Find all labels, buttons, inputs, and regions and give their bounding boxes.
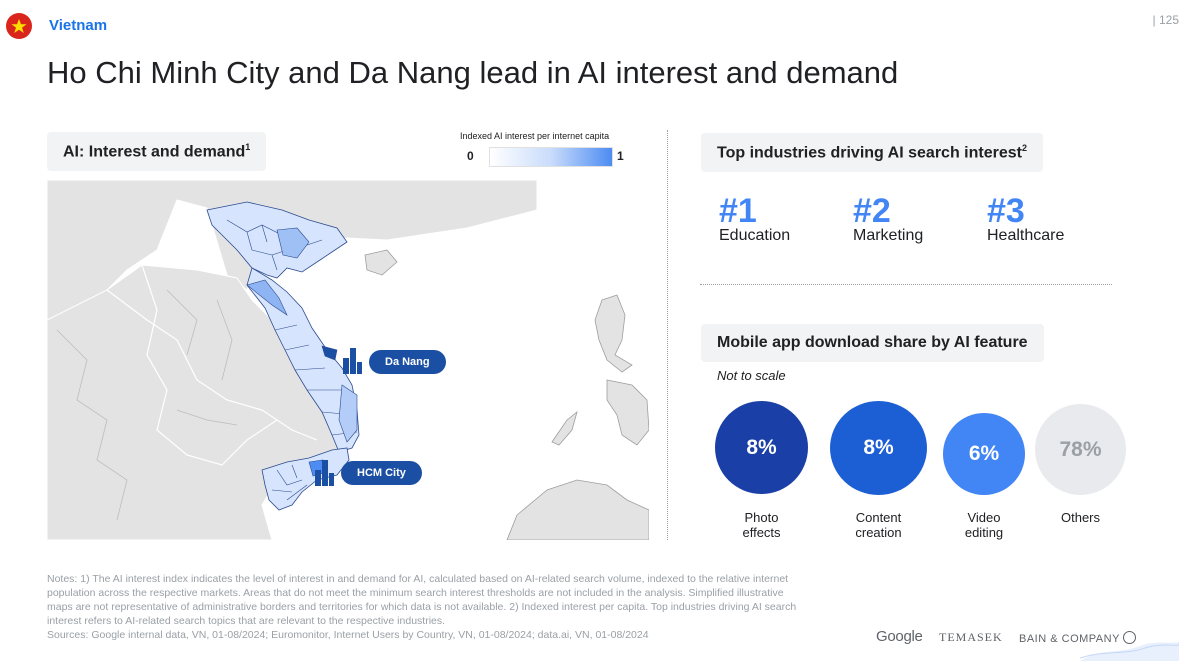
industry-2: #2 Marketing	[853, 193, 983, 245]
callout-da-nang: Da Nang	[369, 350, 446, 374]
bubble-label-video-editing: Video editing	[940, 510, 1028, 540]
vietnam-map	[47, 180, 649, 540]
bubble-value: 8%	[863, 436, 894, 459]
legend-caption: Indexed AI interest per internet capita	[460, 131, 610, 141]
bubble-others: 78%	[1035, 404, 1126, 495]
map-heading-text: AI: Interest and demand	[63, 143, 246, 161]
danang-highlight	[321, 345, 338, 361]
industry-name: Education	[719, 227, 791, 244]
bubble-photo-effects: 8%	[715, 401, 808, 494]
bubble-label-photo-effects: Photo effects	[715, 510, 808, 540]
philippines-luzon	[594, 294, 633, 373]
vietnam-central-inner	[274, 324, 358, 436]
footnotes: Notes: 1) The AI interest index indicate…	[47, 572, 807, 642]
map-heading-footnote: 1	[245, 142, 251, 152]
mobile-heading: Mobile app download share by AI feature	[701, 324, 1044, 362]
philippines-south	[606, 379, 649, 446]
bubble-content-creation: 8%	[830, 401, 927, 495]
bubble-label-line: editing	[964, 525, 1004, 540]
industries-heading: Top industries driving AI search interes…	[701, 133, 1043, 173]
palawan	[551, 410, 578, 446]
callout-hcm-city: HCM City	[341, 461, 422, 485]
bubble-label-line: Others	[1060, 510, 1100, 525]
industry-rank: #3	[987, 192, 1025, 230]
vietnam-central	[246, 267, 360, 453]
industries-heading-text: Top industries driving AI search interes…	[717, 144, 1022, 162]
compass-icon	[1123, 631, 1137, 644]
legend-min: 0	[467, 149, 474, 163]
bubble-video-editing: 6%	[943, 413, 1025, 495]
borneo	[506, 479, 649, 540]
vietnam-flag-icon	[6, 13, 32, 39]
industries-heading-footnote: 2	[1021, 143, 1027, 153]
vietnam-north-highlight	[276, 227, 310, 259]
page-number: | 125	[1152, 13, 1179, 27]
notes-text: Notes: 1) The AI interest index indicate…	[47, 573, 797, 627]
bubble-label-content-creation: Content creation	[830, 510, 927, 540]
industry-1: #1 Education	[719, 193, 849, 245]
bain-logo-text: BAIN & COMPANY	[1019, 633, 1120, 645]
vietnam-north	[206, 201, 348, 279]
industry-rank: #1	[719, 192, 757, 230]
section-divider	[667, 130, 668, 540]
bubble-value: 8%	[746, 435, 777, 459]
hcm-city-icon	[315, 460, 334, 486]
industry-name: Marketing	[853, 227, 924, 244]
temasek-logo: TEMASEK	[939, 630, 1003, 644]
sources-text: Sources: Google internal data, VN, 01-08…	[47, 629, 649, 641]
map-section-heading: AI: Interest and demand1	[47, 132, 267, 172]
vietnam-south-inner	[271, 464, 308, 501]
bain-logo: BAIN & COMPANY	[1019, 631, 1137, 645]
bubble-label-line: Content	[855, 510, 902, 525]
vietnam-north-inner	[226, 219, 323, 271]
vietnam-central-highlight	[246, 279, 288, 316]
not-to-scale-note: Not to scale	[717, 368, 786, 383]
hainan	[364, 249, 398, 276]
bubble-label-line: effects	[742, 525, 781, 540]
page-title: Ho Chi Minh City and Da Nang lead in AI …	[47, 55, 899, 90]
legend-gradient-bar	[489, 147, 613, 167]
industry-3: #3 Healthcare	[987, 193, 1117, 245]
laos-interior	[106, 264, 318, 466]
bubble-value: 6%	[968, 442, 1000, 465]
vietnam-central-mid	[338, 384, 358, 443]
admin-lines	[56, 289, 238, 521]
da-nang-city-icon	[343, 348, 362, 374]
bubble-label-line: creation	[855, 525, 902, 540]
horizontal-divider	[700, 284, 1112, 285]
country-label: Vietnam	[49, 17, 108, 34]
bubble-label-others: Others	[1035, 510, 1126, 525]
decorative-wave	[1080, 642, 1179, 661]
legend-max: 1	[617, 149, 624, 163]
bubble-label-line: Video	[967, 510, 1001, 525]
industry-rank: #2	[853, 192, 891, 230]
google-logo: Google	[876, 628, 923, 645]
bubble-label-line: Photo	[744, 510, 779, 525]
bubble-value: 78%	[1059, 437, 1102, 461]
industry-name: Healthcare	[987, 227, 1065, 244]
